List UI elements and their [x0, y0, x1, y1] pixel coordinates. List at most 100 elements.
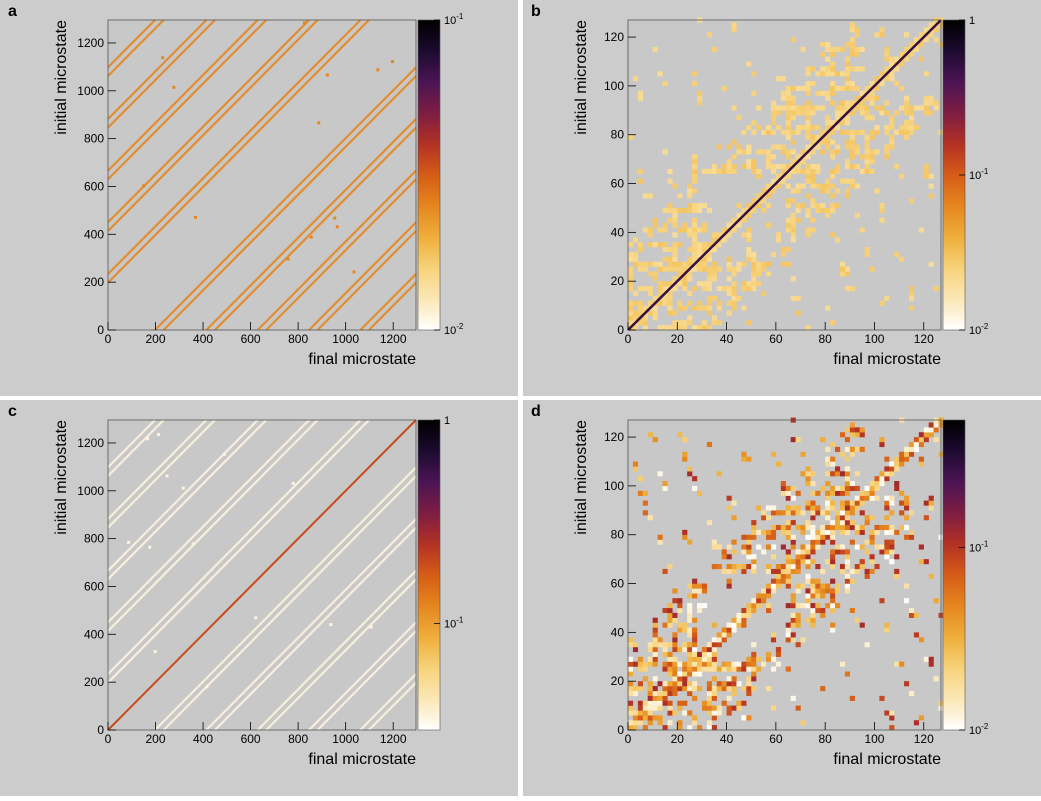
- heatmap-cell: [869, 529, 875, 535]
- heatmap-cell: [335, 225, 339, 229]
- x-tick-label: 800: [288, 332, 308, 346]
- heatmap-cell: [928, 100, 934, 106]
- heatmap-cell: [716, 300, 722, 306]
- heatmap-cell: [647, 286, 653, 292]
- heatmap-cell: [913, 437, 920, 443]
- heatmap-cell: [810, 607, 816, 614]
- heatmap-cell: [904, 134, 910, 140]
- heatmap-cell: [894, 251, 900, 257]
- heatmap-cell: [790, 603, 796, 609]
- heatmap-cell: [825, 139, 831, 145]
- heatmap-cell: [844, 81, 851, 87]
- heatmap-cell: [746, 554, 752, 560]
- heatmap-cell: [859, 110, 865, 116]
- heatmap-cell: [785, 222, 791, 228]
- heatmap-cell: [637, 242, 643, 248]
- heatmap-cell: [849, 129, 855, 135]
- heatmap-cell: [800, 124, 806, 131]
- heatmap-cell: [859, 432, 865, 438]
- heatmap-cell: [869, 159, 875, 165]
- heatmap-cell: [652, 651, 658, 657]
- heatmap-cell: [800, 549, 806, 555]
- heatmap-cell: [830, 46, 836, 52]
- heatmap-cell: [682, 661, 688, 667]
- heatmap-cell: [672, 247, 678, 253]
- heatmap-cell: [142, 184, 146, 188]
- heatmap-cell: [899, 51, 905, 57]
- heatmap-cell: [657, 281, 663, 287]
- heatmap-cell: [790, 598, 796, 604]
- heatmap-cell: [933, 105, 939, 111]
- heatmap-cell: [785, 554, 791, 560]
- heatmap-cell: [785, 583, 791, 589]
- heatmap-cell: [672, 617, 678, 623]
- heatmap-cell: [854, 149, 860, 155]
- heatmap-cell: [913, 124, 920, 131]
- heatmap-cell: [810, 203, 816, 209]
- heatmap-cell: [795, 612, 801, 618]
- heatmap-cell: [667, 300, 673, 306]
- band-line: [107, 419, 216, 529]
- heatmap-cell: [923, 427, 929, 433]
- heatmap-cell: [795, 217, 801, 223]
- heatmap-cell: [706, 651, 712, 657]
- heatmap-cell: [682, 666, 688, 672]
- heatmap-cell: [647, 681, 653, 687]
- heatmap-cell: [800, 524, 806, 531]
- heatmap-cell: [859, 564, 865, 570]
- heatmap-cell: [835, 46, 841, 52]
- heatmap-cell: [770, 666, 777, 672]
- heatmap-cell: [835, 237, 841, 243]
- heatmap-cell: [918, 105, 924, 111]
- heatmap-cell: [849, 183, 855, 189]
- heatmap-cell: [790, 168, 796, 174]
- heatmap-cell: [913, 105, 920, 111]
- heatmap-cell: [844, 193, 851, 199]
- heatmap-cell: [830, 520, 836, 526]
- heatmap-cell: [632, 647, 639, 653]
- heatmap-cell: [706, 705, 712, 711]
- heatmap-cell: [687, 227, 693, 233]
- heatmap-cell: [692, 578, 698, 584]
- heatmap-cell: [780, 178, 786, 184]
- heatmap-cell: [894, 485, 900, 491]
- heatmap-cell: [775, 568, 782, 574]
- heatmap-cell: [692, 256, 698, 262]
- heatmap-cell: [628, 300, 634, 306]
- heatmap-cells: [107, 419, 417, 731]
- heatmap-cell: [775, 524, 782, 531]
- heatmap-cell: [642, 305, 648, 311]
- heatmap-cell: [637, 247, 643, 253]
- heatmap-cell: [839, 110, 846, 116]
- heatmap-cell: [642, 676, 648, 682]
- colorbar: 110-110-2: [942, 15, 989, 337]
- heatmap-cell: [815, 90, 821, 96]
- heatmap-cell: [859, 154, 865, 160]
- heatmap-cell: [869, 554, 875, 560]
- band-line: [107, 419, 319, 632]
- heatmap-cell: [835, 583, 841, 589]
- heatmap-cell: [687, 617, 693, 623]
- heatmap-cell: [682, 227, 688, 233]
- heatmap-cell: [889, 120, 895, 126]
- heatmap-cell: [662, 256, 668, 262]
- panel-label: b: [531, 3, 541, 20]
- band-line: [154, 466, 417, 731]
- heatmap-cell: [746, 237, 752, 243]
- heatmap-cell: [692, 71, 698, 77]
- heatmap-cell: [682, 437, 688, 443]
- heatmap-cell: [854, 164, 860, 170]
- heatmap-cell: [711, 656, 717, 662]
- heatmap-cell: [647, 290, 653, 297]
- heatmap-cell: [790, 237, 796, 243]
- heatmap-cell: [657, 705, 663, 711]
- heatmap-cell: [869, 81, 875, 87]
- heatmap-cell: [839, 529, 846, 535]
- heatmap-cell: [790, 232, 796, 238]
- heatmap-cell: [835, 466, 841, 472]
- panel-a: a0 200 400 600 800 1000 1200020040060080010001…: [0, 0, 518, 396]
- heatmap-cell: [751, 286, 757, 292]
- heatmap-cell: [874, 485, 880, 491]
- heatmap-cell: [677, 300, 683, 306]
- heatmap-cell: [697, 661, 703, 667]
